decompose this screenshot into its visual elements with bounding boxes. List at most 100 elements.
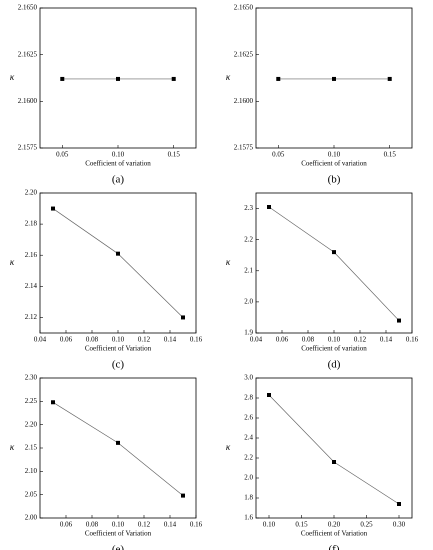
x-tick-label: 0.10: [328, 336, 341, 344]
y-tick-label: 2.14: [25, 282, 38, 290]
y-tick-label: 2.1650: [234, 4, 254, 12]
series-line: [268, 394, 400, 505]
y-tick-label: 2.10: [25, 467, 38, 475]
data-point: [397, 502, 401, 506]
x-tick-label: 0.12: [138, 521, 151, 529]
y-tick-label: 2.0: [244, 297, 253, 305]
y-tick-label: 2.8: [244, 394, 253, 402]
y-tick-label: 2.4: [244, 434, 253, 442]
data-point: [267, 205, 271, 209]
data-point: [116, 76, 120, 81]
y-tick-label: 2.1600: [18, 97, 38, 105]
x-tick-label: 0.15: [168, 151, 181, 159]
panel-caption: (c): [112, 359, 125, 371]
plot-frame: [39, 377, 197, 519]
x-tick-label: 0.04: [34, 336, 47, 344]
y-tick-label: 2.1625: [234, 50, 254, 58]
x-tick-label: 0.14: [380, 336, 393, 344]
y-axis-label: κ: [226, 257, 231, 267]
series-line: [52, 401, 184, 496]
data-point: [181, 315, 185, 320]
x-tick-label: 0.08: [302, 336, 315, 344]
y-axis-label: κ: [10, 442, 15, 452]
x-tick-label: 0.05: [56, 151, 69, 159]
data-point: [51, 206, 55, 211]
x-tick-label: 0.20: [328, 521, 341, 529]
x-tick-label: 0.10: [112, 521, 125, 529]
y-tick-label: 2.20: [25, 420, 38, 428]
y-axis-label: κ: [226, 442, 231, 452]
x-axis-label: Coefficient of Variation: [301, 530, 368, 538]
data-point: [51, 400, 55, 405]
panel-caption: (b): [328, 174, 341, 186]
y-axis-label: κ: [226, 72, 231, 82]
data-point: [267, 393, 271, 397]
y-tick-label: 2.1600: [234, 97, 254, 105]
x-tick-label: 0.30: [393, 521, 406, 529]
data-point: [276, 76, 281, 81]
y-tick-label: 2.15: [25, 444, 38, 452]
x-tick-label: 0.08: [86, 336, 99, 344]
y-tick-label: 2.25: [25, 397, 38, 405]
x-tick-label: 0.10: [112, 151, 125, 159]
x-axis-label: Coefficient of variation: [85, 160, 151, 168]
x-axis-label: Coefficient of Variation: [85, 345, 152, 353]
data-point: [171, 76, 176, 81]
x-tick-label: 0.16: [190, 336, 203, 344]
x-tick-label: 0.12: [138, 336, 151, 344]
data-point: [181, 493, 185, 498]
x-tick-label: 0.12: [354, 336, 367, 344]
plot-frame: [39, 192, 197, 334]
y-tick-label: 2.1575: [18, 144, 38, 152]
x-axis-label: Coefficient of variation: [301, 345, 367, 353]
x-tick-label: 0.08: [86, 521, 99, 529]
y-tick-label: 2.16: [25, 251, 38, 259]
x-tick-label: 0.15: [384, 151, 397, 159]
series-line: [52, 208, 184, 318]
panel-caption: (d): [328, 359, 341, 371]
x-tick-label: 0.06: [60, 521, 73, 529]
x-axis-label: Coefficient of variation: [301, 160, 367, 168]
data-point: [60, 76, 65, 81]
y-tick-label: 3.0: [244, 374, 253, 382]
y-tick-label: 1.8: [244, 494, 253, 502]
y-tick-label: 2.6: [244, 414, 253, 422]
panel-caption: (e): [112, 544, 125, 550]
y-tick-label: 1.6: [244, 514, 253, 522]
y-tick-label: 2.2: [244, 235, 253, 243]
x-tick-label: 0.06: [60, 336, 73, 344]
y-tick-label: 2.12: [25, 313, 38, 321]
y-tick-label: 2.1: [244, 266, 253, 274]
data-point: [387, 76, 392, 81]
x-tick-label: 0.25: [360, 521, 373, 529]
y-tick-label: 2.0: [244, 474, 253, 482]
y-axis-label: κ: [10, 257, 15, 267]
series-line: [268, 206, 400, 321]
panel-caption: (f): [329, 544, 340, 550]
data-point: [332, 460, 336, 464]
x-tick-label: 0.15: [295, 521, 308, 529]
data-point: [332, 76, 336, 81]
data-point: [397, 318, 401, 323]
x-tick-label: 0.10: [112, 336, 125, 344]
x-tick-label: 0.14: [164, 521, 177, 529]
x-axis-label: Coefficient of Variation: [85, 530, 152, 538]
x-tick-label: 0.04: [250, 336, 263, 344]
y-tick-label: 2.1575: [234, 144, 254, 152]
x-tick-label: 0.05: [272, 151, 285, 159]
data-point: [116, 251, 120, 256]
y-axis-label: κ: [10, 72, 15, 82]
y-tick-label: 2.30: [25, 374, 38, 382]
x-tick-label: 0.10: [263, 521, 276, 529]
data-point: [332, 250, 336, 255]
x-tick-label: 0.16: [406, 336, 419, 344]
y-tick-label: 2.2: [244, 454, 253, 462]
y-tick-label: 2.1625: [18, 50, 38, 58]
x-tick-label: 0.16: [190, 521, 203, 529]
x-tick-label: 0.10: [328, 151, 341, 159]
y-tick-label: 1.9: [244, 329, 253, 337]
x-tick-label: 0.06: [276, 336, 289, 344]
y-tick-label: 2.05: [25, 490, 38, 498]
y-tick-label: 2.1650: [18, 4, 38, 12]
